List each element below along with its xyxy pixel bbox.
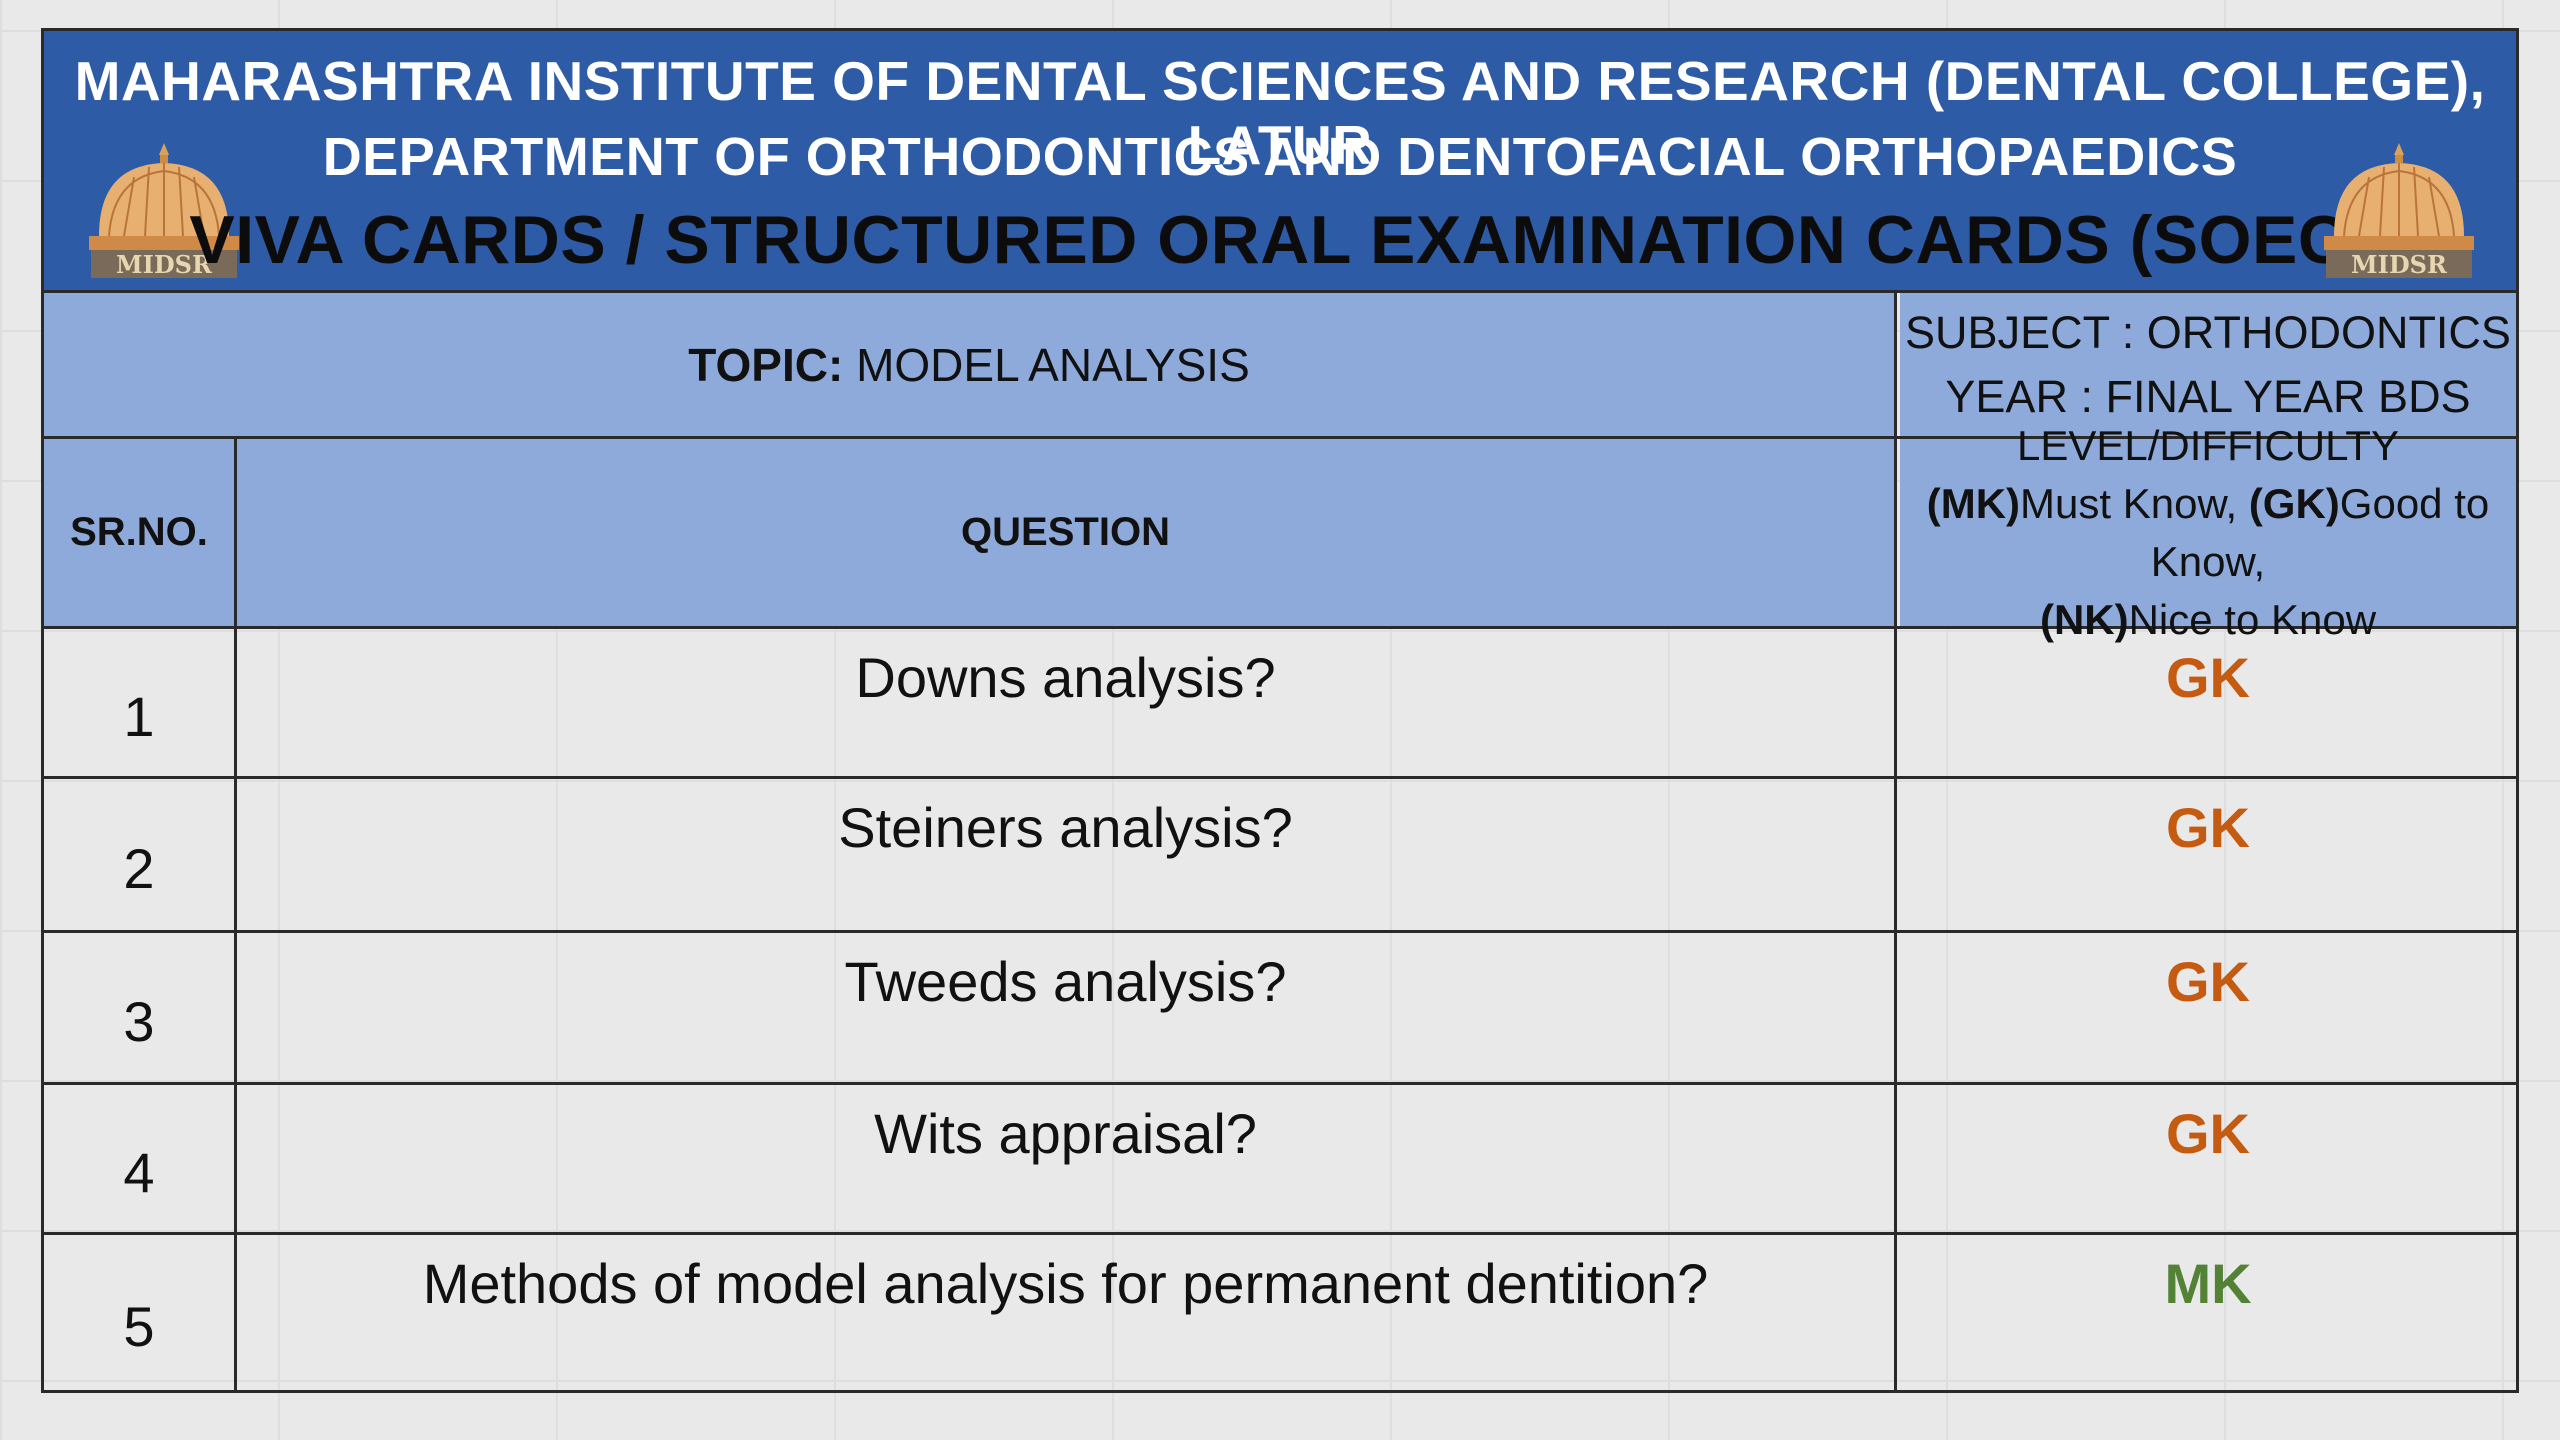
level-legend-line1: (MK)Must Know, (GK)Good to Know, — [1926, 479, 2490, 585]
department-name: DEPARTMENT OF ORTHODONTICS AND DENTOFACI… — [322, 127, 2238, 187]
question-text: Tweeds analysis? — [237, 933, 1897, 1082]
topic-label: TOPIC: — [688, 338, 844, 391]
topic-text: TOPIC: MODEL ANALYSIS — [688, 338, 1250, 392]
level-title: LEVEL/DIFFICULTY — [2017, 421, 2399, 469]
topic-cell: TOPIC: MODEL ANALYSIS — [44, 293, 1897, 436]
question-number: 2 — [44, 779, 237, 930]
table-row: 2 Steiners analysis? GK — [44, 779, 2516, 933]
table-row: 4 Wits appraisal? GK — [44, 1085, 2516, 1235]
column-header-row: SR.NO. QUESTION LEVEL/DIFFICULTY (MK)Mus… — [44, 422, 2516, 643]
svg-text:MIDSR: MIDSR — [116, 250, 213, 279]
question-text: Steiners analysis? — [237, 779, 1897, 930]
svg-text:MIDSR: MIDSR — [2351, 250, 2448, 279]
institute-name: MAHARASHTRA INSTITUTE OF DENTAL SCIENCES… — [74, 50, 2486, 176]
viva-card: MIDSR MAHARASHTRA INSTITUTE OF DENTAL SC… — [41, 28, 2519, 1393]
year-text: YEAR : FINAL YEAR BDS — [1945, 370, 2471, 422]
question-text: Methods of model analysis for permanent … — [237, 1235, 1897, 1390]
table-row: 1 Downs analysis? GK — [44, 629, 2516, 779]
level-legend-line2: (NK)Nice to Know — [2039, 595, 2377, 643]
table-row: 5 Methods of model analysis for permanen… — [44, 1235, 2516, 1390]
topic-value: MODEL ANALYSIS — [856, 338, 1250, 391]
subject-text: SUBJECT : ORTHODONTICS — [1905, 306, 2511, 358]
college-dome-logo-icon: MIDSR — [2324, 143, 2474, 279]
difficulty-level: GK — [2166, 950, 2250, 1013]
question-text: Wits appraisal? — [237, 1085, 1897, 1232]
difficulty-level: GK — [2166, 796, 2250, 859]
card-header: MIDSR MAHARASHTRA INSTITUTE OF DENTAL SC… — [44, 31, 2516, 293]
college-dome-logo-icon: MIDSR — [89, 143, 239, 279]
question-number: 3 — [44, 933, 237, 1082]
difficulty-level: MK — [2164, 1252, 2252, 1315]
question-number: 5 — [44, 1235, 237, 1390]
card-title: VIVA CARDS / STRUCTURED ORAL EXAMINATION… — [189, 202, 2371, 278]
question-number: 1 — [44, 629, 237, 776]
topic-row: TOPIC: MODEL ANALYSIS SUBJECT : ORTHODON… — [44, 293, 2516, 439]
subject-cell: SUBJECT : ORTHODONTICS YEAR : FINAL YEAR… — [1900, 293, 2516, 436]
difficulty-level: GK — [2166, 646, 2250, 709]
question-text: Downs analysis? — [237, 629, 1897, 776]
table-row: 3 Tweeds analysis? GK — [44, 933, 2516, 1085]
question-number: 4 — [44, 1085, 237, 1232]
difficulty-level: GK — [2166, 1102, 2250, 1165]
level-header: LEVEL/DIFFICULTY (MK)Must Know, (GK)Good… — [1900, 422, 2516, 643]
question-header: QUESTION — [237, 439, 1897, 626]
srno-header: SR.NO. — [44, 439, 237, 626]
